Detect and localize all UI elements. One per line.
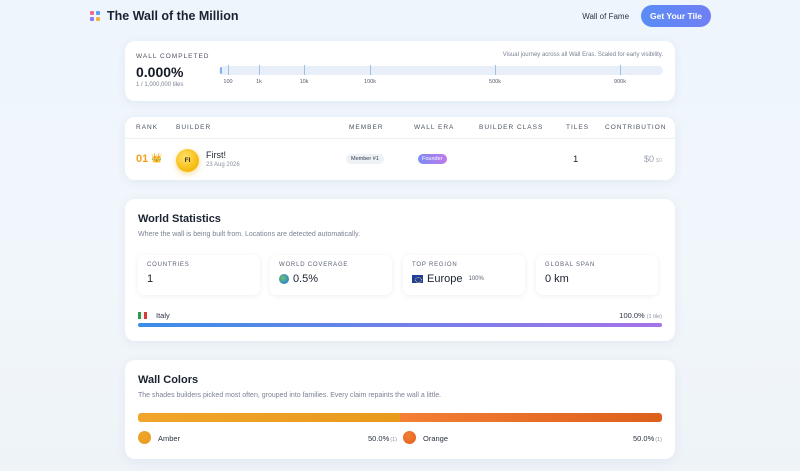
stat-label: WORLD COVERAGE bbox=[279, 262, 349, 268]
header-builder: BUILDER bbox=[176, 124, 212, 131]
stat-number: 0.5% bbox=[293, 273, 319, 285]
color-percent: 50.0%(1) bbox=[633, 434, 662, 443]
leaderboard-card: RANK BUILDER MEMBER WALL ERA BUILDER CLA… bbox=[125, 117, 675, 180]
header-tiles: TILES bbox=[566, 124, 590, 131]
stat-extra: 100% bbox=[468, 276, 484, 282]
stat-global-span: GLOBAL SPAN 0 km bbox=[536, 255, 658, 295]
contribution-sub: $0 bbox=[656, 158, 663, 164]
country-row: Italy 100.0% (1 tile) bbox=[138, 311, 662, 321]
header-rank: RANK bbox=[136, 124, 159, 131]
logo-square bbox=[96, 11, 100, 15]
stat-number: 1 bbox=[147, 273, 154, 285]
italy-flag-icon bbox=[138, 312, 147, 319]
get-your-tile-button[interactable]: Get Your Tile bbox=[641, 5, 711, 27]
builder-date: 23 Aug 2026 bbox=[206, 162, 240, 168]
globe-icon bbox=[279, 274, 289, 284]
milestone-tick bbox=[370, 65, 371, 75]
color-name: Orange bbox=[423, 434, 449, 443]
milestone-tick bbox=[228, 65, 229, 75]
orange-swatch bbox=[403, 431, 416, 444]
stat-countries: COUNTRIES 1 bbox=[138, 255, 260, 295]
color-segment bbox=[400, 413, 662, 422]
country-share-bar bbox=[138, 323, 662, 327]
amber-swatch bbox=[138, 431, 151, 444]
brand[interactable]: The Wall of the Million bbox=[90, 9, 238, 23]
stat-top-region: TOP REGION Europe 100% bbox=[403, 255, 525, 295]
stat-label: GLOBAL SPAN bbox=[545, 262, 596, 268]
logo-square bbox=[90, 17, 94, 21]
milestone-tick bbox=[495, 65, 496, 75]
color-segment bbox=[138, 413, 400, 422]
country-name: Italy bbox=[156, 311, 170, 320]
color-count: (1) bbox=[390, 437, 397, 443]
stat-number: Europe bbox=[427, 273, 463, 285]
logo-icon bbox=[90, 11, 100, 21]
rank-number: 01 bbox=[136, 153, 149, 165]
color-percent: 50.0%(1) bbox=[368, 434, 397, 443]
wall-colors-card: Wall Colors The shades builders picked m… bbox=[125, 360, 675, 459]
country-tiles: (1 tile) bbox=[646, 314, 662, 320]
stat-label: TOP REGION bbox=[412, 262, 458, 268]
contribution-amount: $0 bbox=[644, 154, 655, 164]
stat-value: 0.5% bbox=[279, 273, 318, 285]
header-contribution: CONTRIBUTION bbox=[605, 124, 667, 131]
site-title: The Wall of the Million bbox=[107, 9, 239, 23]
progress-label: WALL COMPLETED bbox=[136, 53, 210, 60]
color-count: (1) bbox=[655, 437, 662, 443]
avatar: FI bbox=[176, 149, 199, 172]
stat-number: 0 km bbox=[545, 273, 569, 285]
logo-square bbox=[96, 17, 100, 21]
stat-value: Europe 100% bbox=[412, 273, 484, 285]
member-badge: Member #1 bbox=[346, 154, 384, 164]
logo-square bbox=[90, 11, 94, 15]
milestone-label: 10k bbox=[299, 79, 309, 85]
progress-track bbox=[219, 66, 663, 75]
statistics-title: World Statistics bbox=[138, 213, 221, 225]
color-family-amber: Amber 50.0%(1) bbox=[138, 431, 397, 445]
milestone-tick bbox=[304, 65, 305, 75]
statistics-description: Where the wall is being built from. Loca… bbox=[138, 231, 361, 238]
header-wall-era: WALL ERA bbox=[414, 124, 455, 131]
top-nav: Wall of Fame Get Your Tile bbox=[582, 5, 711, 27]
progress-tiles-count: 1 / 1,000,000 tiles bbox=[136, 82, 184, 88]
colors-description: The shades builders picked most often, g… bbox=[138, 392, 442, 399]
header-divider bbox=[125, 138, 675, 139]
color-name: Amber bbox=[158, 434, 181, 443]
stat-value: 1 bbox=[147, 273, 153, 285]
progress-fill bbox=[220, 67, 222, 74]
color-family-orange: Orange 50.0%(1) bbox=[403, 431, 662, 445]
progress-percent: 0.000% bbox=[136, 64, 184, 80]
milestone-label: 500k bbox=[489, 79, 501, 85]
color-percent-value: 50.0% bbox=[367, 434, 390, 443]
milestone-label: 100 bbox=[223, 79, 233, 85]
country-percent-value: 100.0% bbox=[619, 311, 645, 320]
crown-icon: 👑 bbox=[151, 153, 163, 163]
colors-title: Wall Colors bbox=[138, 374, 199, 386]
wall-progress-card: WALL COMPLETED 0.000% 1 / 1,000,000 tile… bbox=[125, 41, 675, 101]
color-percent-value: 50.0% bbox=[632, 434, 655, 443]
stat-label: COUNTRIES bbox=[147, 262, 190, 268]
wall-of-fame-link[interactable]: Wall of Fame bbox=[582, 11, 630, 21]
header-builder-class: BUILDER CLASS bbox=[479, 124, 544, 131]
milestone-tick bbox=[259, 65, 260, 75]
world-statistics-card: World Statistics Where the wall is being… bbox=[125, 199, 675, 341]
header-member: MEMBER bbox=[349, 124, 384, 131]
top-bar: The Wall of the Million Wall of Fame Get… bbox=[0, 0, 800, 32]
eu-flag-icon bbox=[412, 275, 423, 283]
tiles-count: 1 bbox=[573, 154, 579, 165]
builder-name[interactable]: First! bbox=[206, 150, 226, 160]
stat-world-coverage: WORLD COVERAGE 0.5% bbox=[270, 255, 392, 295]
contribution-value: $0 $0 bbox=[644, 154, 662, 164]
milestone-label: 100k bbox=[364, 79, 376, 85]
wall-era-badge: Founder bbox=[418, 154, 447, 164]
country-percent: 100.0% (1 tile) bbox=[619, 311, 662, 320]
milestone-label: 900k bbox=[614, 79, 626, 85]
color-distribution-bar bbox=[138, 413, 662, 422]
milestone-tick bbox=[620, 65, 621, 75]
milestone-label: 1k bbox=[256, 79, 262, 85]
progress-note: Visual journey across all Wall Eras. Sca… bbox=[502, 52, 663, 58]
stat-value: 0 km bbox=[545, 273, 569, 285]
